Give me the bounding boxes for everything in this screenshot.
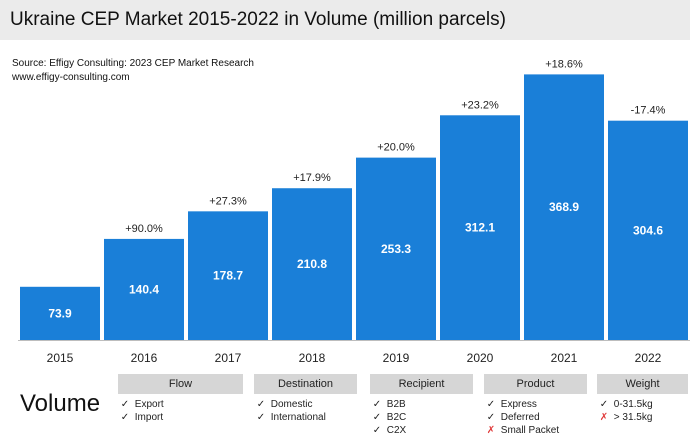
bar-chart: 73.9 2015 140.4 +90.0% 2016 178.7 +27.3% 2017 21… [18, 58, 690, 365]
value-label: 73.9 [48, 306, 72, 320]
cross-icon: ✗ [486, 425, 496, 436]
category-item: ✓ Deferred [484, 411, 587, 424]
category-recipient: Recipient ✓ B2B ✓ B2C ✓ C2X [370, 374, 473, 437]
category-item: ✗ > 31.5kg [597, 411, 688, 424]
category-items: ✓ Express ✓ Deferred ✗ Small Packet [484, 398, 587, 437]
bar [440, 115, 520, 341]
volume-label: Volume [20, 390, 101, 417]
category-item-label: B2C [384, 412, 407, 423]
category-header: Recipient [370, 374, 473, 394]
check-icon: ✓ [372, 399, 382, 410]
year-tick-label: 2020 [467, 351, 494, 365]
bar [272, 188, 352, 340]
check-icon: ✓ [372, 425, 382, 436]
title-bar: Ukraine CEP Market 2015-2022 in Volume (… [0, 0, 690, 40]
value-label: 304.6 [633, 223, 663, 237]
category-item: ✓ 0-31.5kg [597, 398, 688, 411]
growth-label: +18.6% [545, 58, 583, 70]
check-icon: ✓ [256, 399, 266, 410]
category-item: ✓ International [254, 411, 357, 424]
value-label: 368.9 [549, 200, 579, 214]
year-tick-label: 2016 [131, 351, 158, 365]
chart-title: Ukraine CEP Market 2015-2022 in Volume (… [10, 9, 506, 30]
year-tick-label: 2019 [383, 351, 410, 365]
category-item: ✓ B2C [370, 411, 473, 424]
value-label: 210.8 [297, 257, 327, 271]
category-item: ✓ Export [118, 398, 243, 411]
cross-icon: ✗ [599, 412, 609, 423]
category-item-label: B2B [384, 399, 406, 410]
category-destination: Destination ✓ Domestic ✓ International [254, 374, 357, 424]
value-label: 178.7 [213, 269, 243, 283]
category-item-label: 0-31.5kg [611, 399, 653, 410]
check-icon: ✓ [486, 412, 496, 423]
value-label: 140.4 [129, 282, 159, 296]
value-label: 253.3 [381, 242, 411, 256]
category-item: ✗ Small Packet [484, 424, 587, 437]
category-flow: Flow ✓ Export ✓ Import [118, 374, 243, 424]
bar [524, 74, 604, 340]
category-items: ✓ 0-31.5kg ✗ > 31.5kg [597, 398, 688, 424]
category-item-label: Domestic [268, 399, 313, 410]
category-header: Flow [118, 374, 243, 394]
category-item-label: C2X [384, 425, 407, 436]
bar [104, 238, 184, 340]
category-item: ✓ Domestic [254, 398, 357, 411]
check-icon: ✓ [256, 412, 266, 423]
year-tick-label: 2015 [47, 351, 74, 365]
year-tick-label: 2018 [299, 351, 326, 365]
year-tick-label: 2017 [215, 351, 242, 365]
bar [356, 157, 436, 340]
growth-label: +23.2% [461, 99, 499, 111]
check-icon: ✓ [599, 399, 609, 410]
check-icon: ✓ [486, 399, 496, 410]
category-product: Product ✓ Express ✓ Deferred ✗ Small Packe… [484, 374, 587, 437]
year-tick-label: 2021 [551, 351, 578, 365]
category-item: ✓ C2X [370, 424, 473, 437]
growth-label: -17.4% [631, 105, 666, 117]
bar [20, 286, 100, 340]
source-note: Source: Effigy Consulting: 2023 CEP Mark… [12, 58, 254, 69]
value-label: 312.1 [465, 221, 495, 235]
website-link[interactable]: www.effigy-consulting.com [12, 72, 130, 83]
check-icon: ✓ [372, 412, 382, 423]
bar [608, 120, 688, 340]
category-item-label: Deferred [498, 412, 540, 423]
growth-label: +17.9% [293, 172, 331, 184]
growth-label: +90.0% [125, 223, 163, 235]
category-item: ✓ B2B [370, 398, 473, 411]
category-items: ✓ Domestic ✓ International [254, 398, 357, 424]
category-item-label: International [268, 412, 326, 423]
category-header: Product [484, 374, 587, 394]
bar [188, 211, 268, 340]
category-header: Weight [597, 374, 688, 394]
category-item: ✓ Express [484, 398, 587, 411]
category-item-label: > 31.5kg [611, 412, 653, 423]
category-item: ✓ Import [118, 411, 243, 424]
category-item-label: Export [132, 399, 164, 410]
check-icon: ✓ [120, 412, 130, 423]
category-weight: Weight ✓ 0-31.5kg ✗ > 31.5kg [597, 374, 688, 424]
category-header: Destination [254, 374, 357, 394]
category-items: ✓ B2B ✓ B2C ✓ C2X [370, 398, 473, 437]
category-items: ✓ Export ✓ Import [118, 398, 243, 424]
growth-label: +20.0% [377, 142, 415, 154]
category-item-label: Small Packet [498, 425, 560, 436]
check-icon: ✓ [120, 399, 130, 410]
growth-label: +27.3% [209, 195, 247, 207]
category-item-label: Express [498, 399, 537, 410]
category-item-label: Import [132, 412, 164, 423]
year-tick-label: 2022 [635, 351, 662, 365]
